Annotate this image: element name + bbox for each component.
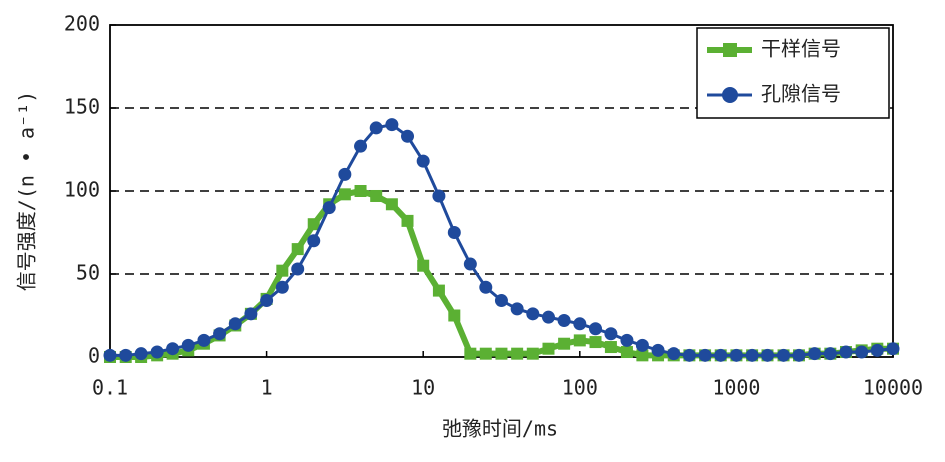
marker [416,154,430,168]
marker [432,189,446,203]
marker [839,345,853,359]
x-axis-label: 弛豫时间/ms [442,417,558,441]
marker [370,189,383,202]
marker [181,338,195,352]
marker [479,280,493,294]
marker [338,167,352,181]
marker [808,347,822,361]
legend-marker [722,87,738,103]
marker [464,347,477,360]
marker [103,348,117,362]
marker [636,349,649,362]
x-tick-label: 10 [411,376,435,400]
marker [291,243,304,256]
marker [385,198,398,211]
marker [573,334,586,347]
marker [494,294,508,308]
y-tick-label: 100 [64,178,100,202]
marker [573,317,587,331]
y-tick-label: 50 [76,261,100,285]
marker [291,262,305,276]
marker [557,313,571,327]
marker [213,327,227,341]
marker [322,201,336,215]
x-tick-label: 0.1 [92,376,128,400]
marker [870,343,884,357]
legend-label: 干样信号 [761,37,841,61]
marker [651,343,665,357]
y-axis-label: 信号强度/(n • a⁻¹) [15,91,39,291]
marker [307,218,320,231]
marker [432,284,445,297]
marker [745,348,759,362]
marker [604,327,618,341]
marker [463,257,477,271]
x-tick-label: 1 [261,376,273,400]
legend-marker [723,43,737,57]
marker [354,185,367,197]
marker [510,302,524,316]
marker [354,139,368,153]
marker [635,338,649,352]
marker [729,348,743,362]
marker [777,348,791,362]
marker [761,348,775,362]
y-tick-label: 150 [64,95,100,119]
marker [401,214,414,227]
marker [682,348,696,362]
marker [448,309,461,322]
marker [134,347,148,361]
marker [620,346,633,359]
marker [150,345,164,359]
marker [792,348,806,362]
marker [698,348,712,362]
x-tick-label: 10000 [863,376,923,400]
marker [526,307,540,321]
legend-label: 孔隙信号 [761,82,841,106]
marker [197,333,211,347]
marker [447,226,461,239]
marker [479,347,492,360]
marker [542,342,555,355]
marker [338,188,351,201]
marker [886,342,900,356]
marker [401,129,415,143]
marker [667,347,681,361]
series-line [110,122,894,357]
marker [511,347,524,360]
marker [307,234,321,248]
y-tick-label: 200 [64,12,100,36]
marker [417,259,430,272]
marker [589,322,603,336]
marker [526,347,539,360]
marker [166,342,180,356]
marker [541,310,555,324]
marker [119,348,133,362]
marker [276,264,289,277]
marker [228,317,242,331]
marker [369,121,383,135]
marker [604,341,617,354]
marker [385,118,399,132]
marker [495,347,508,360]
marker [855,345,869,359]
marker [275,280,289,294]
y-tick-label: 0 [88,344,100,368]
marker [714,348,728,362]
marker [823,347,837,361]
marker [620,333,634,347]
marker [558,337,571,350]
x-tick-label: 1000 [712,376,760,400]
marker [589,336,602,349]
marker [244,307,258,321]
x-tick-label: 100 [562,376,598,400]
marker [260,294,274,308]
